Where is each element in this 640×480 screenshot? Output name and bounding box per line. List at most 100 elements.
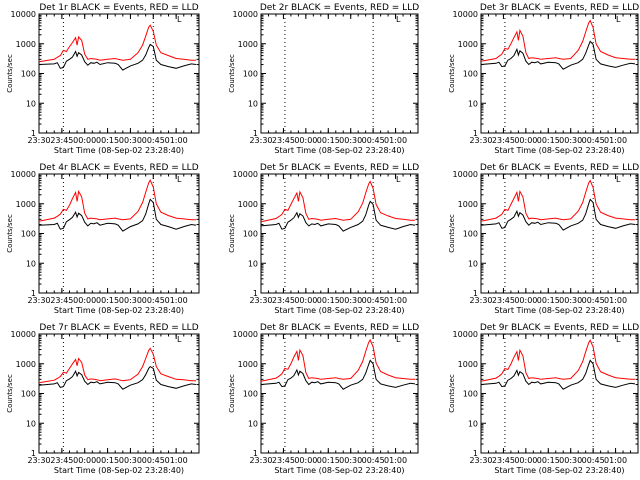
x-tick-label: 00:30 <box>119 456 142 465</box>
y-tick-label: 100 <box>243 230 258 239</box>
x-tick-label: 01:00 <box>384 136 407 145</box>
x-tick-label: 00:30 <box>559 136 582 145</box>
panel-title: Det 4r BLACK = Events, RED = LLD <box>39 163 198 173</box>
x-tick-label: 01:00 <box>384 456 407 465</box>
plot-frame <box>480 173 639 294</box>
y-tick-label: 1 <box>253 289 258 298</box>
detector-panel-7: Det 7r BLACK = Events, RED = LLD 1 10 100 10… <box>6 323 200 475</box>
y-tick-label: 1 <box>473 289 478 298</box>
y-axis-label: Counts/sec <box>228 374 236 413</box>
plot-frame <box>260 333 419 454</box>
x-tick-label: 01:00 <box>165 456 188 465</box>
y-tick-label: 100 <box>463 70 478 79</box>
plot-frame <box>480 333 639 454</box>
y-tick-label: 1000 <box>16 200 36 209</box>
corner-mark: L <box>396 175 401 184</box>
x-axis-label: Start Time (08-Sep-02 23:28:40) <box>274 306 404 315</box>
y-tick-label: 100 <box>463 390 478 399</box>
y-axis-label: Counts/sec <box>448 214 456 253</box>
y-tick-label: 100 <box>463 230 478 239</box>
x-tick-label: 00:00 <box>73 296 96 305</box>
x-tick-label: 00:00 <box>514 296 537 305</box>
corner-mark: L <box>616 175 621 184</box>
x-tick-label: 00:15 <box>317 456 340 465</box>
plot-frame <box>260 13 419 134</box>
y-tick-label: 1000 <box>238 360 258 369</box>
y-tick-label: 1000 <box>458 200 478 209</box>
y-tick-label: 10000 <box>233 10 258 19</box>
events-series-line <box>260 359 416 390</box>
panel-title: Det 3r BLACK = Events, RED = LLD <box>480 3 639 13</box>
x-tick-label: 00:45 <box>362 136 385 145</box>
y-tick-label: 1 <box>31 449 36 458</box>
y-tick-label: 100 <box>21 390 36 399</box>
x-tick-label: 00:00 <box>73 136 96 145</box>
x-tick-label: 23:45 <box>492 136 515 145</box>
x-tick-label: 00:30 <box>119 296 142 305</box>
y-tick-label: 1000 <box>238 40 258 49</box>
x-axis-label: Start Time (08-Sep-02 23:28:40) <box>54 146 184 155</box>
events-series-line <box>480 198 636 231</box>
y-tick-label: 10 <box>468 419 478 428</box>
y-axis-label: Counts/sec <box>6 374 14 413</box>
panel-title: Det 8r BLACK = Events, RED = LLD <box>260 323 419 333</box>
x-tick-label: 01:00 <box>604 296 627 305</box>
lld-series-line <box>480 19 635 62</box>
events-series-line <box>260 200 416 232</box>
plot-frame <box>38 13 200 134</box>
events-series-line <box>480 40 636 70</box>
panel-title: Det 1r BLACK = Events, RED = LLD <box>39 3 198 13</box>
x-tick-label: 00:30 <box>119 136 142 145</box>
panel-title: Det 5r BLACK = Events, RED = LLD <box>260 163 419 173</box>
y-tick-label: 10000 <box>11 170 36 179</box>
x-tick-label: 01:00 <box>165 296 188 305</box>
corner-mark: L <box>177 335 182 344</box>
x-tick-label: 00:00 <box>294 296 317 305</box>
y-tick-label: 1000 <box>458 360 478 369</box>
x-axis-label: Start Time (08-Sep-02 23:28:40) <box>54 306 184 315</box>
x-tick-label: 00:00 <box>294 456 317 465</box>
plot-frame <box>38 333 200 454</box>
x-tick-label: 00:15 <box>537 456 560 465</box>
y-tick-label: 1 <box>31 129 36 138</box>
corner-mark: L <box>616 15 621 24</box>
x-tick-label: 00:30 <box>559 296 582 305</box>
y-tick-label: 10000 <box>453 10 478 19</box>
corner-mark: L <box>177 15 182 24</box>
y-axis-label: Counts/sec <box>228 214 236 253</box>
y-tick-label: 100 <box>21 230 36 239</box>
x-tick-label: 00:45 <box>362 296 385 305</box>
y-tick-label: 10 <box>248 419 258 428</box>
y-tick-label: 1 <box>473 129 478 138</box>
x-tick-label: 23:30 <box>27 136 50 145</box>
panel-title: Det 7r BLACK = Events, RED = LLD <box>39 323 198 333</box>
x-tick-label: 23:45 <box>492 296 515 305</box>
x-tick-label: 23:45 <box>50 296 73 305</box>
x-tick-label: 23:45 <box>50 136 73 145</box>
x-tick-label: 00:15 <box>96 136 119 145</box>
x-tick-label: 23:30 <box>469 456 492 465</box>
lld-series-line <box>260 338 415 382</box>
x-tick-label: 00:30 <box>339 136 362 145</box>
x-tick-label: 00:00 <box>514 136 537 145</box>
x-tick-label: 23:45 <box>272 456 295 465</box>
x-tick-label: 23:30 <box>27 296 50 305</box>
x-tick-label: 00:45 <box>142 296 165 305</box>
plot-frame <box>260 173 419 294</box>
x-tick-label: 00:30 <box>339 296 362 305</box>
x-tick-label: 00:45 <box>582 456 605 465</box>
x-tick-label: 23:45 <box>50 456 73 465</box>
x-axis-label: Start Time (08-Sep-02 23:28:40) <box>54 466 184 475</box>
y-tick-label: 1000 <box>16 40 36 49</box>
detector-panel-4: Det 4r BLACK = Events, RED = LLD 1 10 100 10… <box>6 163 200 315</box>
x-tick-label: 00:30 <box>559 456 582 465</box>
y-tick-label: 1 <box>253 449 258 458</box>
y-axis-label: Counts/sec <box>6 54 14 93</box>
y-tick-label: 10 <box>248 259 258 268</box>
events-series-line <box>38 43 197 71</box>
y-tick-label: 10 <box>26 99 36 108</box>
plot-frame <box>480 13 639 134</box>
x-tick-label: 23:45 <box>272 296 295 305</box>
x-tick-label: 01:00 <box>604 456 627 465</box>
